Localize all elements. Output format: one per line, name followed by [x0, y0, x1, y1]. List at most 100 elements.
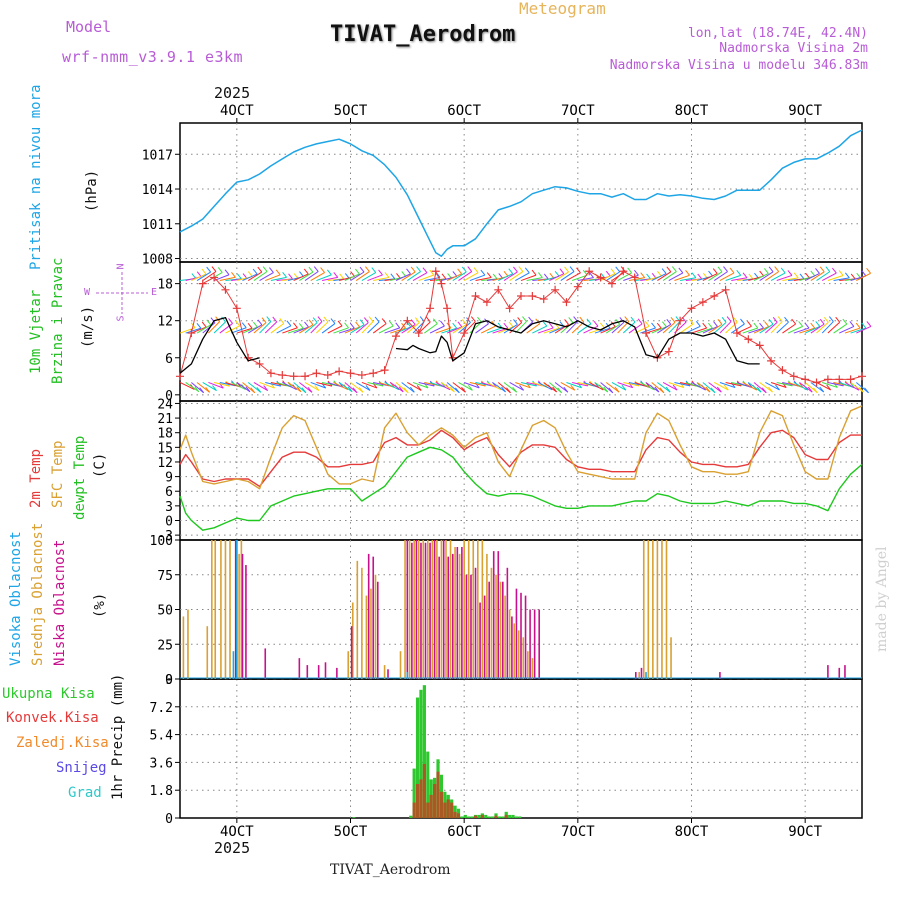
- wind-barb-flag: [712, 268, 718, 274]
- wind-barb-flag: [717, 266, 723, 273]
- wind-gust-mark: [335, 367, 344, 376]
- wind-barb: [242, 326, 258, 334]
- wind-barb: [350, 271, 365, 281]
- wind-barb: [662, 382, 678, 391]
- wind-barb-flag: [570, 384, 576, 391]
- station-height-label: Nadmorska Visina 2m: [719, 41, 868, 56]
- wind-barb: [373, 276, 390, 282]
- wind-barb: [651, 326, 667, 334]
- wind-barb-flag: [241, 322, 247, 329]
- footer-station: TIVAT_Aerodrom: [330, 862, 451, 878]
- precip-bar-convective: [436, 771, 440, 818]
- wind-barb-flag: [231, 271, 236, 278]
- wind-barb: [310, 381, 326, 389]
- wind-barb-flag: [708, 322, 713, 329]
- wind-barb: [418, 381, 435, 387]
- ytick-label-pressure: 1017: [142, 148, 173, 163]
- precip-bar-total: [467, 816, 471, 818]
- wind-barb-flag: [512, 386, 518, 393]
- ytick-label-clouds: 100: [150, 534, 173, 549]
- wind-barb: [509, 322, 522, 334]
- wind-barb-flag: [312, 317, 318, 323]
- top-year-label: 2025: [214, 84, 251, 102]
- precip-bar-total: [484, 814, 488, 818]
- wind-barb: [600, 326, 616, 334]
- wind-barb-flag: [559, 268, 565, 275]
- wind-gust-mark: [301, 372, 310, 381]
- wind-barb-flag: [742, 272, 748, 279]
- wind-barb: [475, 323, 489, 334]
- wind-barb: [600, 273, 616, 281]
- wind-barb: [554, 271, 569, 281]
- wind-gust-mark: [676, 316, 685, 325]
- wind-barb-flag: [236, 273, 242, 280]
- wind-barb: [452, 324, 467, 334]
- wind-barb: [827, 381, 844, 387]
- wind-barb: [560, 382, 576, 391]
- wind-barb: [304, 271, 319, 281]
- wind-gust-mark: [528, 291, 537, 300]
- wind-barb: [276, 325, 292, 334]
- wind-barb: [321, 276, 338, 282]
- wind-barb: [230, 382, 246, 390]
- wind-barb: [577, 277, 594, 282]
- wind-barb: [850, 382, 864, 393]
- precip-bar-total: [514, 816, 519, 818]
- wind-barb: [395, 382, 409, 394]
- wind-barb-flag: [810, 322, 816, 329]
- wind-barb: [611, 322, 625, 334]
- wind-barb: [532, 325, 548, 334]
- wind-barb: [355, 382, 371, 391]
- wind-barb-flag: [861, 270, 867, 277]
- wind-barb-flag: [784, 316, 789, 323]
- wind-gust-mark: [630, 273, 639, 282]
- wind-barb: [253, 322, 267, 334]
- wind-barb-flag: [838, 270, 844, 276]
- wind-barb-flag: [350, 322, 355, 329]
- precip-bar-convective: [422, 763, 426, 818]
- wind-gust-mark: [391, 332, 400, 341]
- wind-barb-flag: [605, 270, 611, 277]
- wind-barb-flag: [269, 267, 274, 273]
- wind-barb: [219, 276, 236, 282]
- wind-barb: [520, 381, 537, 387]
- wind-barb: [776, 321, 789, 334]
- wind-barb-flag: [422, 267, 428, 273]
- wind-barb: [327, 325, 343, 334]
- precip-bar-convective: [439, 791, 444, 818]
- wind-barb: [668, 381, 685, 389]
- wind-gust-mark: [266, 369, 275, 378]
- wind-barb: [588, 382, 604, 391]
- wind-barb-flag: [716, 386, 722, 393]
- wind-barb: [361, 272, 377, 281]
- x-tick-label-bottom: 6OCT: [447, 824, 481, 840]
- wind-barb: [475, 277, 492, 282]
- wind-barb-flag: [467, 266, 473, 272]
- precip-bar-convective: [443, 802, 447, 818]
- wind-gust-mark: [443, 304, 452, 313]
- wind-barb-flag: [685, 269, 690, 276]
- ytick-label-temperature: 21: [157, 412, 173, 427]
- chart-subtitle: Meteogram: [519, 0, 606, 18]
- wind-gust-mark: [517, 291, 525, 300]
- wind-barb-flag: [603, 386, 609, 393]
- wind-barb: [821, 321, 834, 334]
- wind-barb: [441, 327, 457, 334]
- compass-e: E: [151, 287, 158, 298]
- precip-bar-total: [422, 685, 426, 818]
- wind-barb: [793, 327, 810, 334]
- wind-gust-mark: [596, 273, 605, 282]
- wind-barb-flag: [819, 266, 825, 273]
- wind-barb: [617, 272, 632, 281]
- wind-barb-flag: [531, 269, 537, 276]
- wind-gust-mark: [778, 366, 787, 375]
- wind-barb: [350, 324, 365, 334]
- wind-barb-flag: [401, 271, 407, 277]
- wind-barb: [514, 321, 527, 334]
- precip-bar-total: [508, 814, 512, 818]
- wind-barb-flag: [416, 385, 422, 391]
- x-tick-label-bottom: 7OCT: [561, 824, 595, 840]
- wind-barb-flag: [804, 322, 810, 329]
- wind-barb-flag: [299, 271, 304, 277]
- wind-gust-mark: [664, 347, 673, 356]
